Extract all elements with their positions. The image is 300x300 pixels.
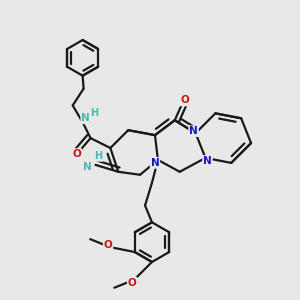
Text: N: N	[83, 162, 92, 172]
Text: O: O	[104, 240, 112, 250]
Text: O: O	[180, 95, 189, 106]
Text: H: H	[91, 108, 99, 118]
Text: N: N	[151, 158, 159, 168]
Text: H: H	[94, 151, 103, 161]
Text: O: O	[72, 149, 81, 159]
Text: N: N	[189, 126, 198, 136]
Text: N: N	[81, 113, 90, 123]
Text: O: O	[128, 278, 136, 288]
Text: N: N	[203, 156, 212, 166]
